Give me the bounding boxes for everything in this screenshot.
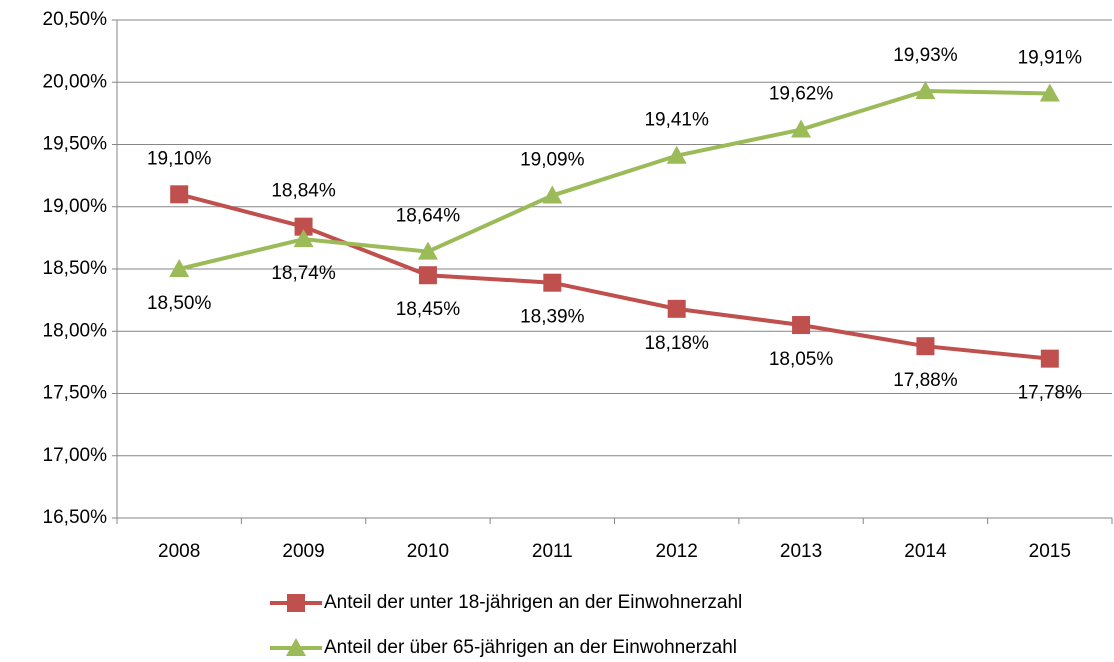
x-tick-label: 2009 [282, 541, 324, 562]
y-tick-label: 20,00% [43, 71, 108, 92]
data-label: 19,62% [769, 84, 834, 105]
x-tick-label: 2014 [904, 541, 947, 562]
x-tick-label: 2013 [780, 541, 822, 562]
y-tick-label: 16,50% [43, 507, 108, 528]
data-label: 18,74% [271, 263, 336, 284]
marker [287, 594, 305, 612]
data-label: 18,45% [396, 299, 461, 320]
x-tick-label: 2015 [1029, 541, 1071, 562]
marker [169, 259, 190, 277]
y-tick-label: 18,50% [43, 258, 108, 279]
data-label: 19,91% [1018, 47, 1083, 68]
data-label: 18,18% [644, 333, 709, 354]
marker [792, 316, 811, 335]
marker [667, 299, 686, 318]
marker [666, 145, 687, 164]
data-label: 18,50% [147, 293, 212, 314]
x-tick-label: 2011 [532, 541, 573, 562]
data-label: 18,05% [769, 349, 834, 370]
data-label: 18,84% [271, 181, 336, 202]
x-tick-label: 2012 [656, 541, 698, 562]
data-label: 19,09% [520, 150, 585, 171]
data-label: 18,64% [396, 206, 461, 227]
y-tick-label: 19,00% [43, 196, 108, 217]
marker [916, 337, 935, 356]
marker [170, 185, 189, 204]
data-label: 19,93% [893, 45, 958, 66]
marker [286, 638, 306, 656]
y-tick-label: 18,00% [43, 320, 108, 341]
marker [915, 80, 936, 99]
x-tick-label: 2008 [158, 541, 200, 562]
y-tick-label: 17,50% [43, 383, 108, 404]
data-label: 17,78% [1018, 383, 1083, 404]
x-tick-label: 2010 [407, 541, 449, 562]
data-label: 18,39% [520, 307, 585, 328]
data-label: 19,10% [147, 148, 212, 169]
y-tick-label: 19,50% [43, 134, 108, 155]
marker [294, 217, 313, 236]
marker [542, 185, 563, 204]
marker [293, 229, 314, 248]
marker [417, 241, 438, 260]
marker [418, 266, 437, 285]
series-line [178, 192, 1051, 361]
data-label: 17,88% [893, 370, 958, 391]
data-label: 19,41% [644, 110, 709, 131]
marker [1039, 83, 1060, 102]
legend-label: Anteil der über 65-jährigen an der Einwo… [324, 637, 737, 658]
marker [791, 119, 812, 138]
marker [1040, 349, 1059, 368]
series-line [178, 88, 1050, 271]
legend-label: Anteil der unter 18-jährigen an der Einw… [324, 592, 742, 613]
marker [543, 273, 562, 292]
y-tick-label: 20,50% [43, 9, 108, 30]
y-tick-label: 17,00% [43, 445, 108, 466]
